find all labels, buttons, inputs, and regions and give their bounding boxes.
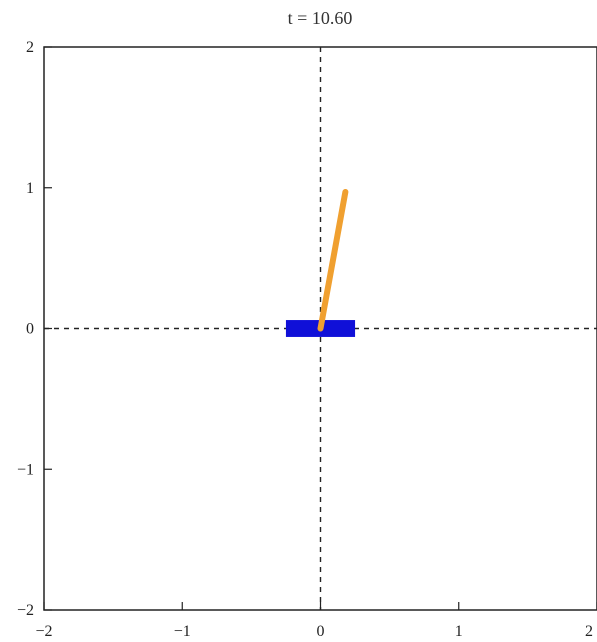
x-tick-label: −1 bbox=[174, 623, 191, 640]
axis-ticks bbox=[43, 46, 597, 611]
y-tick-label: −1 bbox=[17, 461, 34, 478]
y-tick-label: −2 bbox=[17, 602, 34, 619]
y-tick-label: 2 bbox=[26, 39, 34, 56]
y-tick-label: 0 bbox=[26, 321, 34, 338]
axis-tick-labels: −2 −1 0 1 2 2 1 0 −1 −2 bbox=[17, 39, 593, 640]
x-tick-label: 1 bbox=[455, 623, 463, 640]
y-tick-label: 1 bbox=[26, 180, 34, 197]
plot-title: t = 10.60 bbox=[288, 8, 353, 28]
x-tick-label: 0 bbox=[317, 623, 325, 640]
x-tick-label: 2 bbox=[585, 623, 593, 640]
pole bbox=[317, 188, 349, 332]
x-tick-label: −2 bbox=[35, 623, 52, 640]
